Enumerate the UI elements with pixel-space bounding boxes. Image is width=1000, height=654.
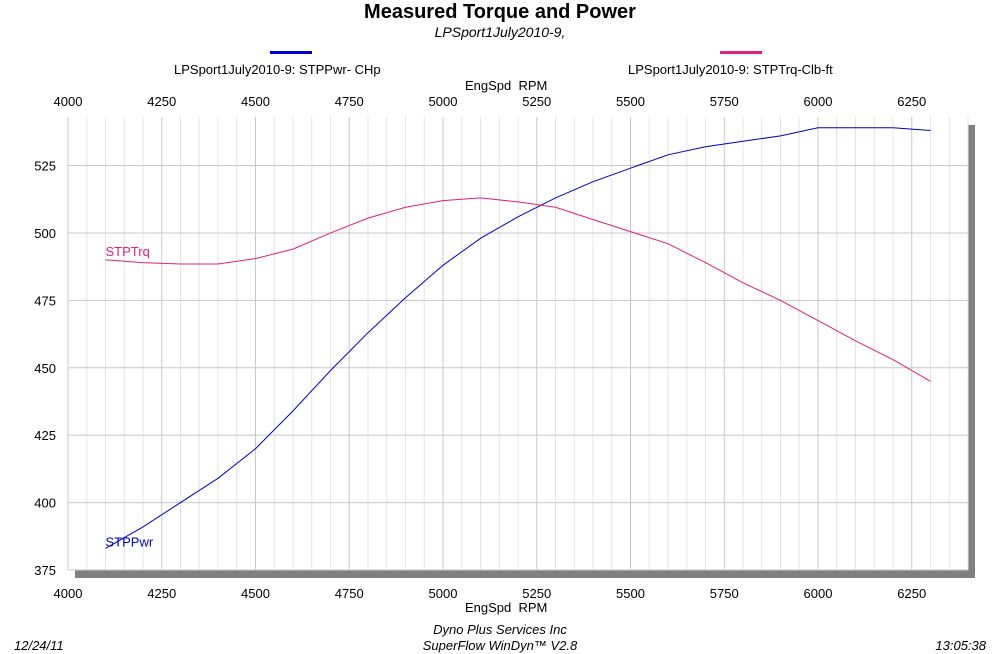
x-tick-label-bottom: 5000	[429, 586, 458, 601]
x-tick-label-bottom: 6250	[897, 586, 926, 601]
x-tick-label-bottom: 6000	[804, 586, 833, 601]
x-tick-label-bottom: 5750	[710, 586, 739, 601]
legend-label-power: LPSport1July2010-9: STPPwr- CHp	[174, 62, 381, 77]
x-tick-label-top: 6000	[804, 94, 833, 109]
x-axis-label-top: EngSpd RPM	[465, 78, 548, 93]
x-tick-label-top: 5500	[616, 94, 645, 109]
y-tick-label: 450	[34, 361, 56, 376]
footer-company: Dyno Plus Services Inc	[433, 622, 567, 637]
chart-subtitle: LPSport1July2010-9,	[434, 24, 566, 40]
x-tick-label-bottom: 4250	[147, 586, 176, 601]
footer-time: 13:05:38	[935, 638, 986, 653]
series-line-stppwr	[105, 127, 931, 549]
x-axis-label-bottom: EngSpd RPM	[465, 600, 548, 615]
y-tick-label: 500	[34, 226, 56, 241]
x-tick-label-bottom: 4750	[335, 586, 364, 601]
y-tick-label: 375	[34, 563, 56, 578]
y-tick-label: 525	[34, 159, 56, 174]
series-label-stptrq: STPTrq	[106, 244, 150, 259]
chart-title: Measured Torque and Power	[364, 1, 636, 23]
x-tick-label-top: 5250	[522, 94, 551, 109]
legend-swatch-torque	[720, 51, 762, 54]
x-tick-label-bottom: 4000	[54, 586, 83, 601]
x-tick-label-top: 4250	[147, 94, 176, 109]
footer-software: SuperFlow WinDyn™ V2.8	[422, 638, 578, 653]
x-tick-label-top: 6250	[897, 94, 926, 109]
y-tick-label: 425	[34, 428, 56, 443]
x-tick-label-top: 4500	[241, 94, 270, 109]
x-tick-label-top: 4750	[335, 94, 364, 109]
legend-swatch-power	[270, 51, 312, 54]
y-tick-label: 400	[34, 496, 56, 511]
legend-label-torque: LPSport1July2010-9: STPTrq-Clb-ft	[628, 62, 833, 77]
x-tick-label-bottom: 5500	[616, 586, 645, 601]
footer-date: 12/24/11	[14, 638, 64, 653]
x-tick-label-top: 4000	[54, 94, 83, 109]
x-tick-label-bottom: 5250	[522, 586, 551, 601]
series-label-stppwr: STPPwr	[106, 534, 154, 549]
series-line-stptrq	[105, 197, 931, 382]
y-tick-label: 475	[34, 293, 56, 308]
x-tick-label-bottom: 4500	[241, 586, 270, 601]
x-tick-label-top: 5000	[429, 94, 458, 109]
x-tick-label-top: 5750	[710, 94, 739, 109]
